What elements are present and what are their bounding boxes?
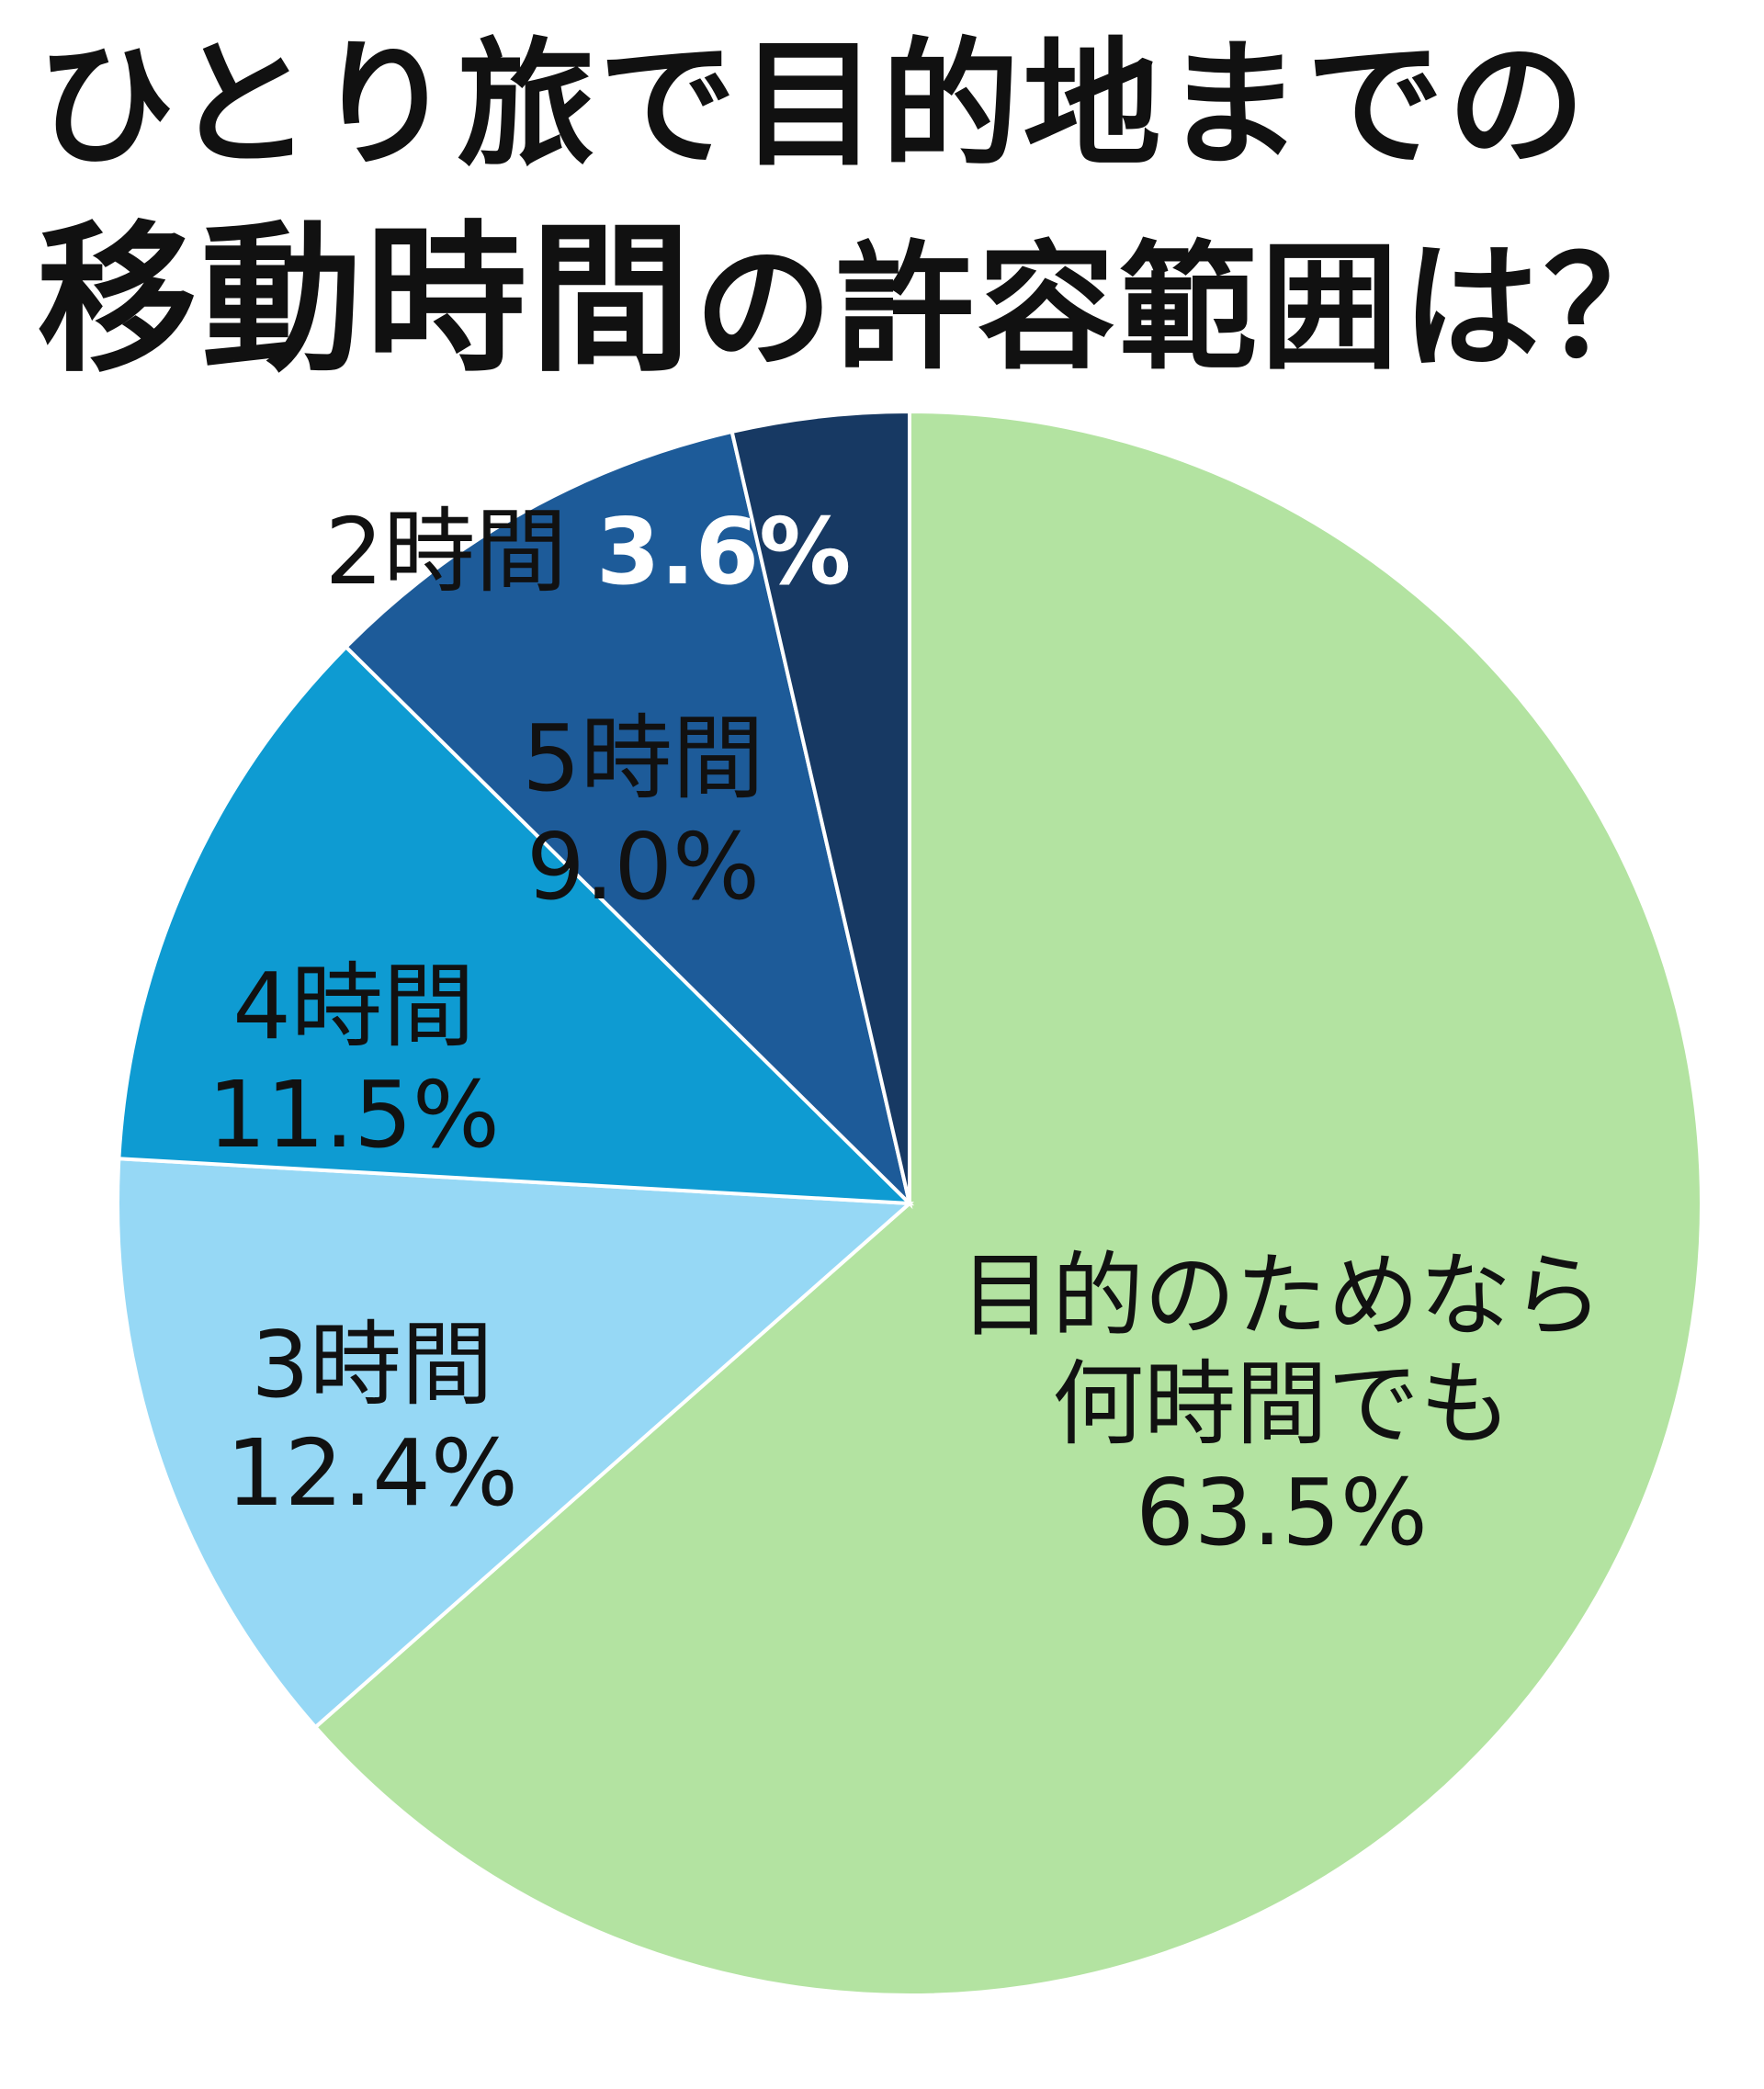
pie-slice-value-3: 11.5% — [208, 1061, 500, 1169]
pie-slice-label-text-2: 3時間 — [251, 1311, 493, 1418]
pie-slice-label-text-4: 5時間 — [522, 705, 764, 812]
pie-slice-label-text-5: 2時間 — [325, 498, 596, 605]
pie-slice-label-2: 3時間12.4% — [226, 1311, 518, 1527]
pie-slice-label-text-3: 4時間 — [232, 953, 475, 1060]
pie-slice-value-1: 63.5% — [1136, 1459, 1428, 1566]
pie-slice-value-4: 9.0% — [526, 813, 760, 920]
pie-slice-label-5: 2時間 3.6% — [325, 498, 852, 605]
pie-slice-label-3: 4時間11.5% — [208, 953, 500, 1169]
pie-slice-label-text-1: 何時間でも — [1052, 1350, 1511, 1458]
pie-slice-label-4: 5時間9.0% — [522, 705, 764, 920]
pie-slice-label-text-1: 目的のためなら — [960, 1242, 1603, 1349]
pie-slice-value-2: 12.4% — [226, 1419, 518, 1527]
pie-slice-value-5: 3.6% — [596, 498, 851, 605]
